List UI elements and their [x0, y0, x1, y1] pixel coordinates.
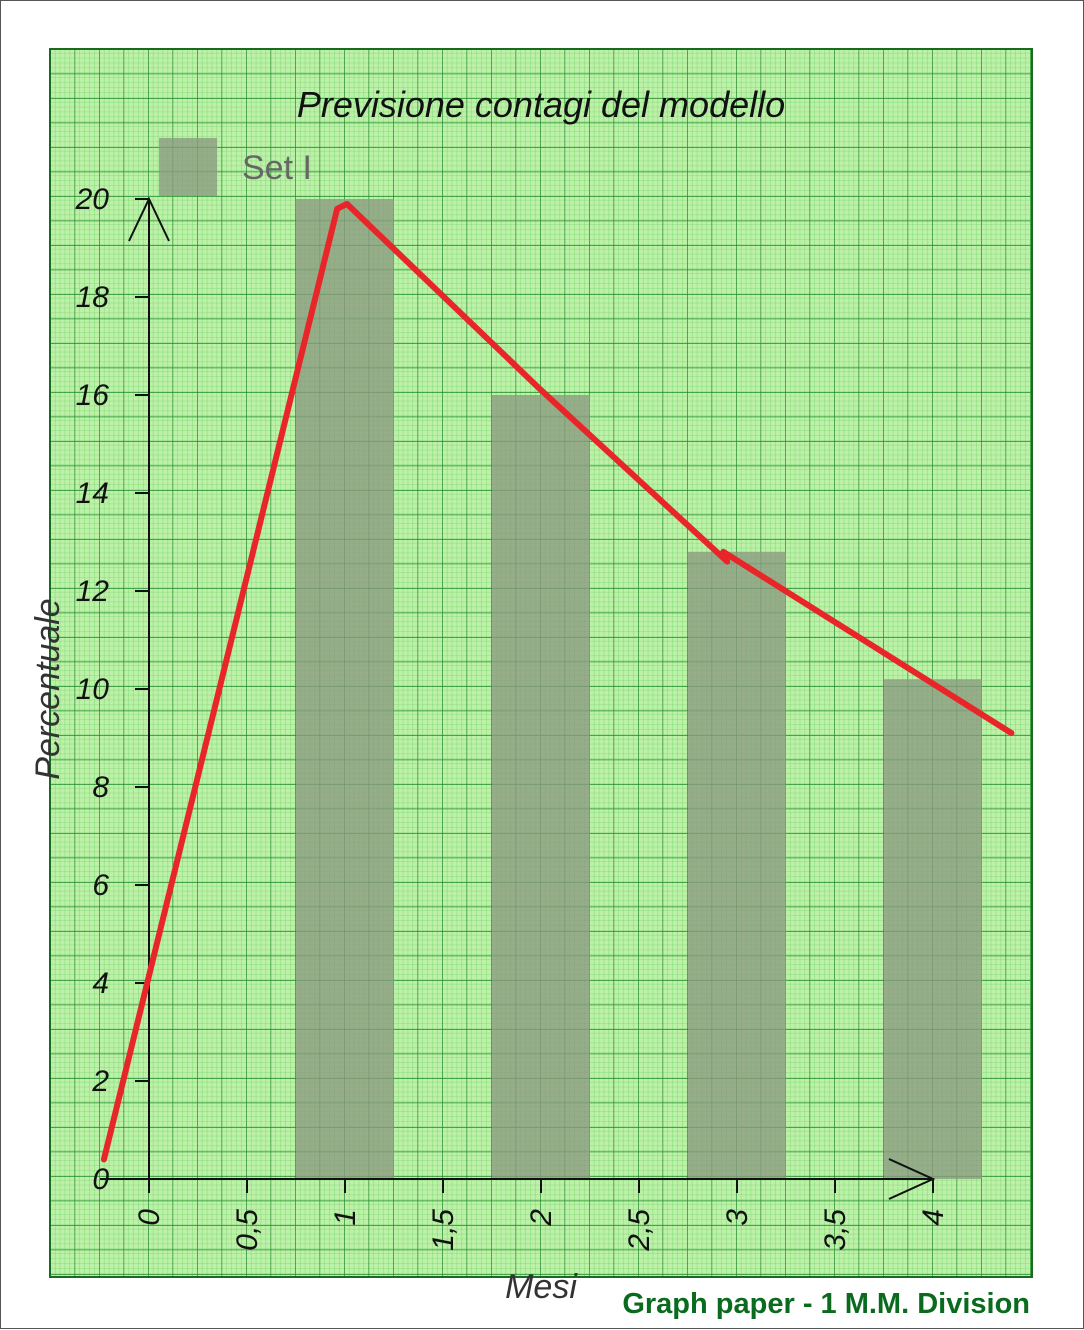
x-tick-label-8: 4 — [917, 1209, 950, 1226]
chart-title: Previsione contagi del modello — [297, 84, 785, 125]
y-tick-label-4: 8 — [92, 771, 109, 804]
x-tick-label-5: 2,5 — [623, 1209, 656, 1252]
y-tick-label-9: 18 — [76, 281, 110, 314]
y-tick-label-0: 0 — [92, 1163, 109, 1196]
y-axis-title: Percentuale — [29, 598, 67, 779]
axes — [100, 196, 936, 1200]
y-tick-label-6: 12 — [76, 575, 110, 608]
y-tick-label-8: 16 — [76, 379, 110, 412]
x-axis-title: Mesi — [505, 1268, 578, 1306]
legend-label-set-i: Set I — [242, 149, 312, 187]
watermark-text: Graph paper - 1 M.M. Division — [622, 1288, 1030, 1320]
bar-1 — [492, 395, 590, 1179]
y-tick-label-3: 6 — [92, 869, 109, 902]
bar-0 — [296, 199, 394, 1179]
x-tick-label-3: 1,5 — [427, 1209, 460, 1251]
trend-line — [100, 200, 1015, 1163]
legend-swatch-set-i — [159, 138, 217, 196]
legend: Set I — [159, 138, 312, 196]
bar-3 — [884, 679, 982, 1179]
x-tick-label-1: 0,5 — [231, 1209, 264, 1251]
y-tick-label-10: 20 — [75, 183, 110, 216]
y-tick-label-1: 2 — [91, 1065, 109, 1098]
x-tick-label-4: 2 — [525, 1209, 558, 1227]
bar-2 — [688, 551, 786, 1179]
x-tick-label-6: 3 — [721, 1209, 754, 1226]
y-tick-label-2: 4 — [92, 967, 109, 1000]
y-tick-label-5: 10 — [76, 673, 110, 706]
x-tick-label-2: 1 — [329, 1209, 362, 1226]
x-tick-label-7: 3,5 — [819, 1209, 852, 1251]
x-tick-label-0: 0 — [133, 1209, 166, 1226]
y-tick-label-7: 14 — [76, 477, 109, 510]
